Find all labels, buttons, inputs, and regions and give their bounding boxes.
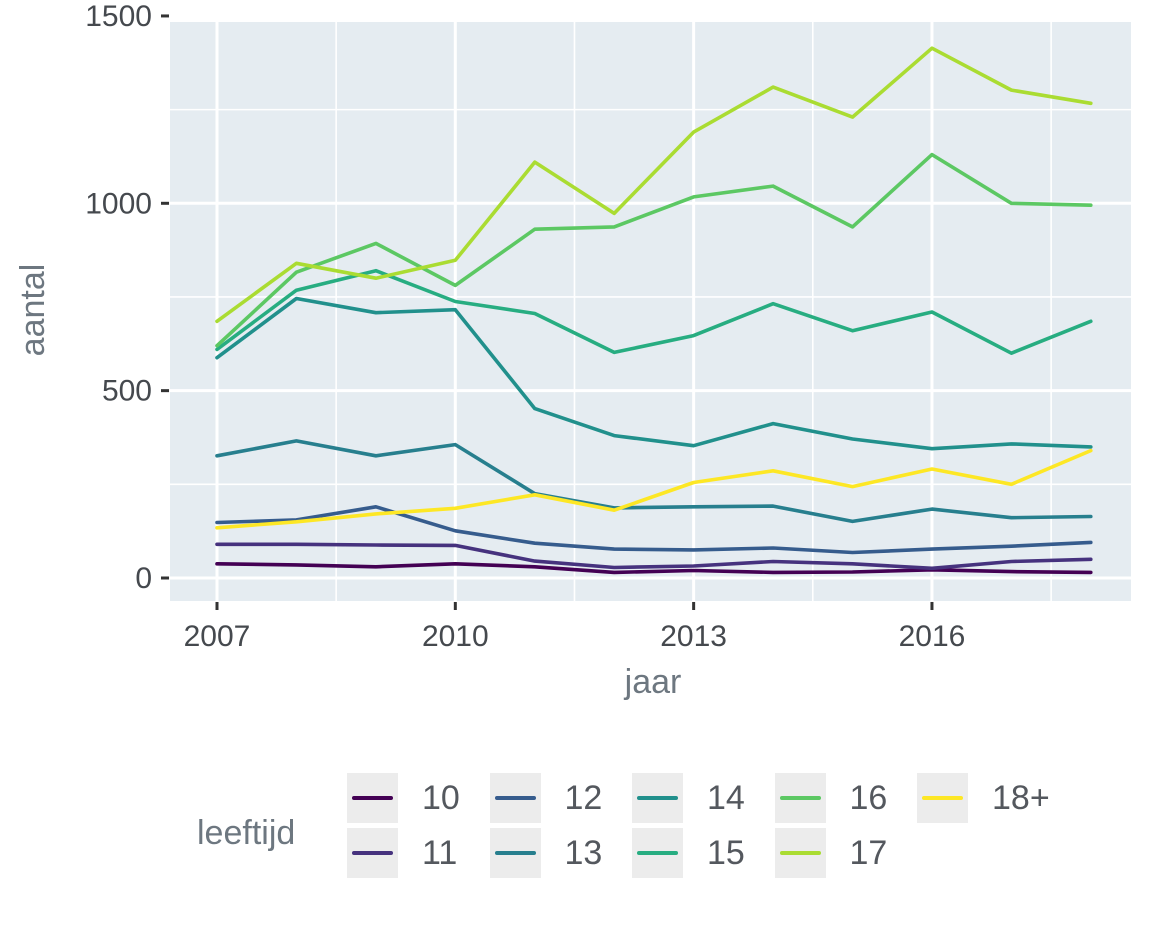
series-line-16: [215, 152, 1093, 348]
x-tick-label-2: 2013: [660, 620, 727, 653]
plot-panel: [170, 22, 1131, 601]
series-line-13: [215, 439, 1093, 524]
y-axis-title: aantal: [14, 264, 52, 357]
series-line-17: [215, 46, 1093, 324]
series-line-18+: [215, 448, 1093, 530]
x-tick-label-3: 2016: [899, 620, 966, 653]
y-tick-label-3: 1500: [85, 0, 152, 33]
x-tick-label-0: 2007: [184, 620, 251, 653]
series-line-12: [215, 504, 1093, 555]
x-axis-title: jaar: [624, 663, 682, 701]
series-line-10: [215, 561, 1093, 575]
series-line-14: [215, 296, 1093, 451]
y-tick-label-2: 1000: [85, 187, 152, 220]
y-tick-label-0: 0: [135, 562, 152, 595]
series-line-11: [215, 542, 1093, 571]
x-tick-label-1: 2010: [422, 620, 489, 653]
y-tick-label-1: 500: [102, 375, 152, 408]
